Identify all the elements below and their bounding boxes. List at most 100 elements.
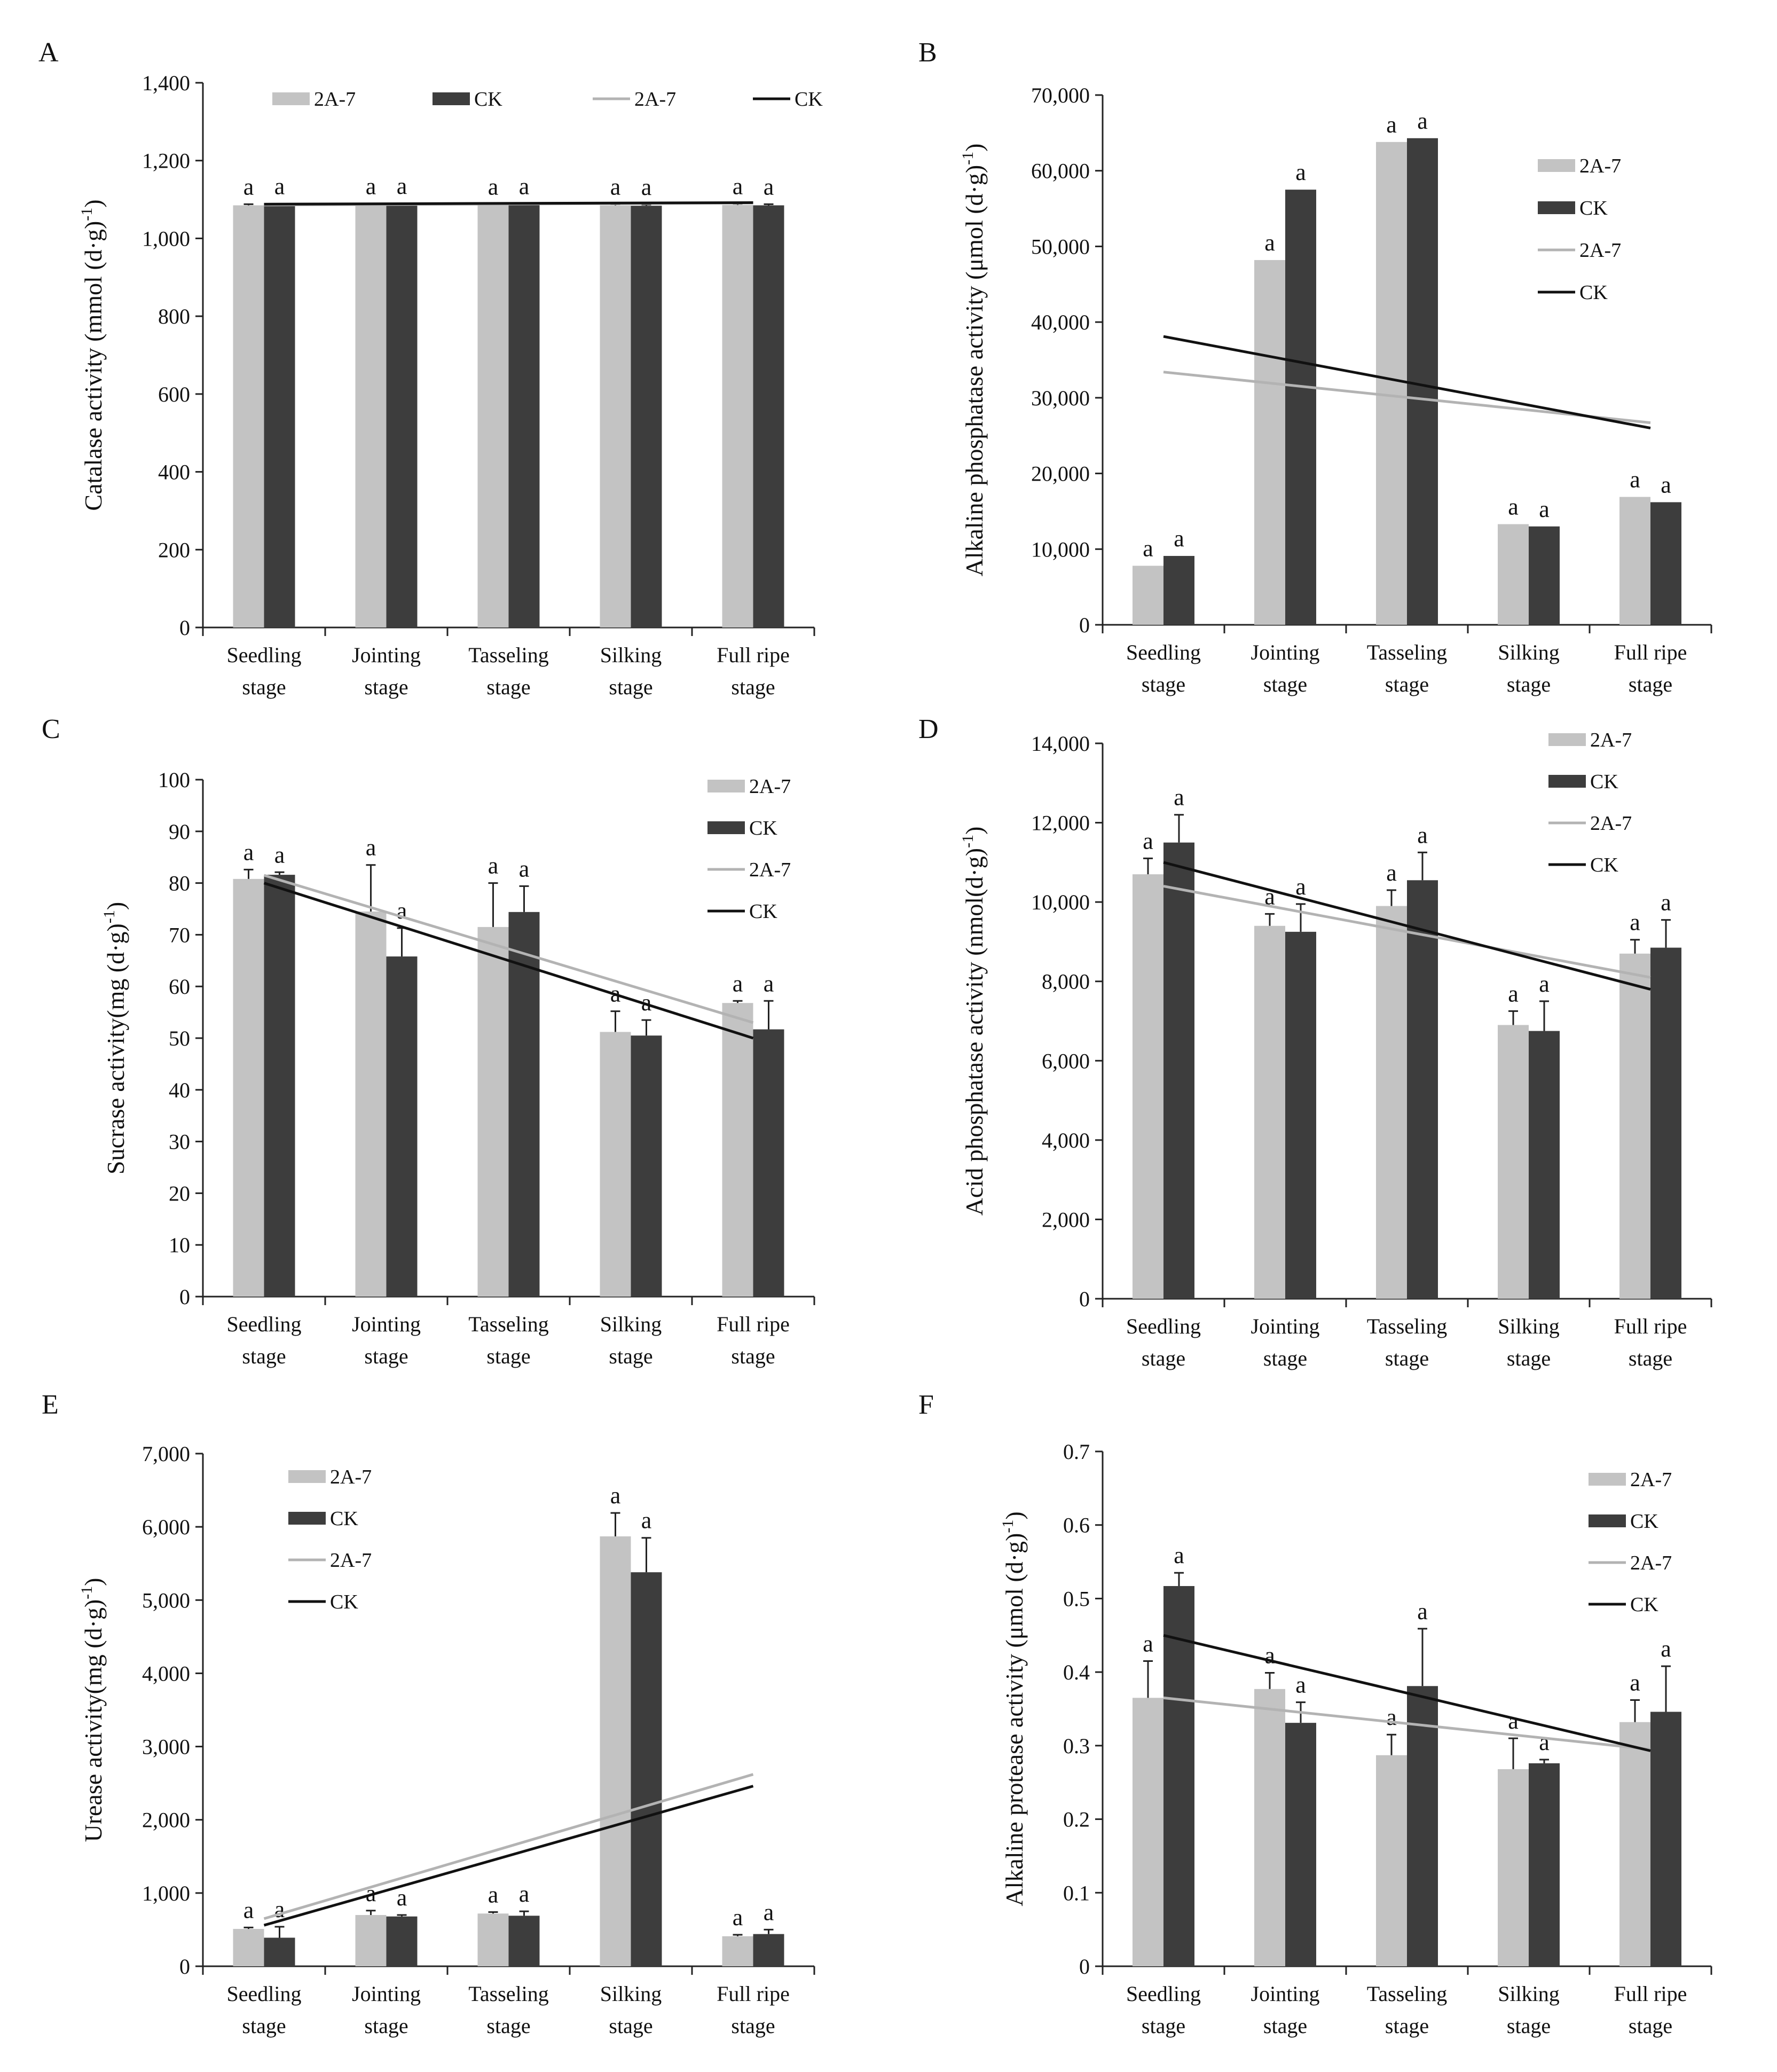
legend-swatch xyxy=(707,821,745,834)
x-tick-label: Jointing xyxy=(352,1312,421,1336)
y-axis-label-text: Urease activity(mg (d·g) xyxy=(80,1599,107,1842)
x-tick-label: Tasseling xyxy=(468,1312,549,1336)
x-tick-label: stage xyxy=(1263,672,1307,696)
x-tick-label: Jointing xyxy=(352,1982,421,2006)
x-tick-label: stage xyxy=(486,1344,530,1368)
y-tick-label: 0.4 xyxy=(1063,1660,1090,1684)
x-tick-label: Full ripe xyxy=(1614,640,1687,664)
x-tick-label: stage xyxy=(364,675,408,699)
bar-ck xyxy=(264,205,295,627)
x-tick-label: stage xyxy=(731,2014,775,2038)
x-tick-label: Tasseling xyxy=(1367,1982,1448,2006)
x-tick-label: Silking xyxy=(600,1312,662,1336)
significance-letter: a xyxy=(733,174,743,200)
x-tick-label: stage xyxy=(1142,1346,1185,1370)
y-axis-label-sup: -1 xyxy=(78,1586,96,1599)
bar-2a7 xyxy=(1619,1722,1650,1966)
bar-2a7 xyxy=(600,205,631,627)
y-axis-label-sup: -1 xyxy=(100,910,118,923)
x-tick-label: stage xyxy=(242,1344,286,1368)
y-tick-label: 4,000 xyxy=(1042,1128,1090,1152)
bar-2a7 xyxy=(722,1003,753,1297)
trendline-2a7 xyxy=(263,874,754,1024)
significance-letter: a xyxy=(243,174,254,200)
y-tick-label: 5,000 xyxy=(142,1588,190,1612)
y-tick-label: 2,000 xyxy=(1042,1207,1090,1231)
legend: 2A-7 CK 2A-7 CK xyxy=(1538,155,1621,304)
panel-label: B xyxy=(918,37,937,68)
y-axis-label-close: ) xyxy=(102,902,129,910)
significance-letter: a xyxy=(397,173,407,199)
significance-letter: a xyxy=(1661,472,1671,498)
trendline-ck xyxy=(1163,1634,1651,1752)
x-tick-label: stage xyxy=(1263,1346,1307,1370)
bar-ck xyxy=(1529,526,1560,625)
significance-letter: a xyxy=(519,174,530,200)
y-tick-label: 50 xyxy=(169,1026,190,1050)
bar-ck xyxy=(1407,1686,1438,1966)
bar-ck xyxy=(1407,880,1438,1299)
bar-ck xyxy=(1650,502,1681,625)
y-tick-label: 90 xyxy=(169,820,190,844)
y-tick-label: 10 xyxy=(169,1233,190,1257)
panel-label: F xyxy=(918,1390,934,1420)
legend-label: 2A-7 xyxy=(1579,155,1621,177)
y-axis-label-sup: -1 xyxy=(78,208,96,221)
y-axis-label: Urease activity(mg (d·g)-1) xyxy=(78,1577,107,1842)
x-tick-label: Silking xyxy=(1498,640,1560,664)
legend-label: CK xyxy=(1590,771,1618,793)
bar-2a7 xyxy=(355,205,387,627)
y-tick-label: 80 xyxy=(169,872,190,896)
significance-letter: a xyxy=(1508,1708,1519,1734)
significance-letter: a xyxy=(488,174,499,200)
y-tick-label: 100 xyxy=(158,768,190,792)
legend-label: CK xyxy=(474,88,502,111)
x-tick-label: stage xyxy=(1507,1346,1551,1370)
legend-label: 2A-7 xyxy=(1630,1552,1672,1574)
significance-letter: a xyxy=(1417,1598,1428,1624)
panel-label: A xyxy=(38,37,59,68)
y-tick-label: 60,000 xyxy=(1031,159,1090,183)
legend-swatch xyxy=(288,1512,326,1525)
x-tick-label: Tasseling xyxy=(1367,640,1448,664)
trendline-ck xyxy=(263,882,754,1040)
bar-2a7 xyxy=(1376,906,1407,1299)
bar-2a7 xyxy=(1133,566,1163,625)
significance-letter: a xyxy=(1174,784,1184,811)
y-tick-label: 50,000 xyxy=(1031,234,1090,258)
legend-label: 2A-7 xyxy=(330,1549,372,1572)
significance-letter: a xyxy=(1417,108,1428,134)
x-tick-label: stage xyxy=(1142,2014,1185,2038)
y-axis-label-text: Sucrase activity(mg (d·g) xyxy=(102,923,129,1174)
x-tick-label: Full ripe xyxy=(717,1312,790,1336)
x-tick-label: stage xyxy=(1629,672,1672,696)
x-tick-label: Jointing xyxy=(1251,1982,1320,2006)
significance-letter: a xyxy=(1539,1729,1550,1755)
significance-letter: a xyxy=(1508,494,1519,520)
x-tick-label: Seedling xyxy=(1126,1314,1201,1338)
x-tick-label: Full ripe xyxy=(717,1982,790,2006)
y-tick-label: 0.6 xyxy=(1063,1513,1090,1537)
x-tick-label: Silking xyxy=(600,643,662,667)
significance-letter: a xyxy=(1295,159,1306,185)
y-axis-label-text: Acid phosphatase activity (nmol(d·g) xyxy=(961,848,988,1216)
y-tick-label: 1,200 xyxy=(142,149,190,173)
legend-label: 2A-7 xyxy=(314,88,356,111)
x-tick-label: Silking xyxy=(600,1982,662,2006)
y-tick-label: 1,000 xyxy=(142,1881,190,1905)
y-tick-label: 0.7 xyxy=(1063,1440,1090,1464)
panel-E: E 0 1,000 2,000 3,000 4,000 5,000 6,000 7,000 See… xyxy=(42,1390,815,2038)
bar-ck xyxy=(1650,947,1681,1299)
y-tick-label: 2,000 xyxy=(142,1808,190,1832)
panel-label: C xyxy=(42,714,60,744)
x-tick-label: stage xyxy=(486,675,530,699)
bar-2a7 xyxy=(1133,874,1163,1299)
bar-2a7 xyxy=(1498,1025,1529,1299)
legend-label: 2A-7 xyxy=(1630,1469,1672,1491)
x-tick-label: Jointing xyxy=(1251,640,1320,664)
y-axis-label-sup: -1 xyxy=(959,835,977,848)
trendline-2a7 xyxy=(263,1773,754,1920)
legend-label: CK xyxy=(1590,854,1618,876)
bar-2a7 xyxy=(1254,1689,1285,1966)
